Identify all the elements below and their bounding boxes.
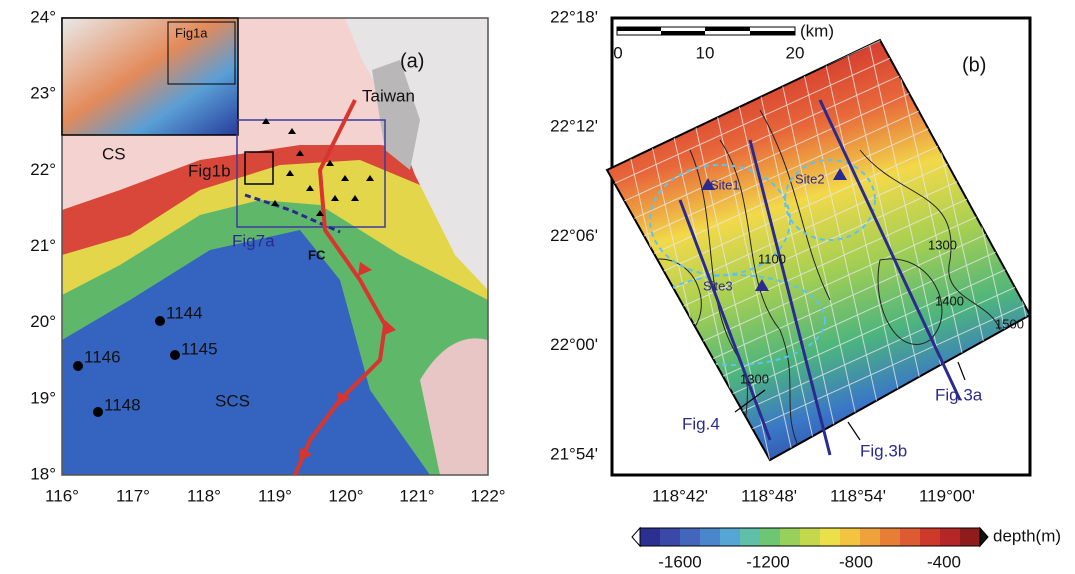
colorbar-cell [960,528,981,546]
scale-label: 20 [786,43,805,62]
colorbar-cell [880,528,901,546]
colorbar-cell [860,528,881,546]
y-tick-label: 20° [30,312,56,331]
site-label: 1148 [104,395,141,414]
y-tick-label: 22°18' [550,7,598,26]
inset-map [62,18,238,135]
y-tick-label: 22°06' [550,226,598,245]
x-tick-label: 117° [116,486,150,505]
colorbar-cell [940,528,961,546]
x-tick-label: 118°42' [652,486,708,505]
panel-label: (a) [400,50,424,72]
box-label: Fig1b [188,161,231,180]
colorbar: -1600 -1200 -800 -400 [632,528,988,571]
contour-label: 1300 [928,237,957,252]
line-label: Fig.4 [682,414,720,433]
colorbar-tick-label: -1200 [746,552,789,571]
x-tick-label: 118°48' [741,486,797,505]
colorbar-cell [720,528,741,546]
x-tick-label: 116° [45,486,79,505]
colorbar-cell [920,528,941,546]
y-tick-label: 22°00' [550,335,598,354]
colorbar-cell [800,528,821,546]
x-tick-label: 119°00' [919,486,975,505]
x-tick-label: 120° [328,486,363,505]
y-tick-label: 22°12' [550,117,598,136]
y-tick-label: 21°54' [550,444,598,463]
scale-unit: (km) [800,21,834,40]
x-tick-label: 119° [258,486,292,505]
site-label: 1145 [181,339,218,358]
site-label: 1144 [166,303,203,322]
box-label: Fig1a [175,25,208,40]
line-label: Fig.3a [935,385,983,404]
figure: (a) Taiwan CS SCS FC Fig1a Fig1b Fig7a 1… [0,0,1075,574]
scale-bar [617,27,795,35]
colorbar-cell [740,528,761,546]
colorbar-cell [760,528,781,546]
site-label: 1146 [84,347,121,366]
contour-label: 1400 [935,293,964,308]
y-tick-label: 18° [30,464,56,483]
contour-label: 1300 [740,371,769,386]
y-tick-label: 23° [30,84,56,103]
colorbar-cell [820,528,841,546]
place-label: FC [308,247,326,262]
contour-label: 1100 [758,251,786,266]
y-tick-label: 24° [30,7,56,26]
x-tick-label: 121° [399,486,434,505]
colorbar-cell [780,528,801,546]
grid-line [1056,20,1075,470]
colorbar-cell [900,528,921,546]
place-label: SCS [215,391,250,410]
colorbar-cell [700,528,721,546]
box-label: Fig7a [232,231,275,250]
x-tick-label: 122° [470,486,505,505]
site-label: Site3 [703,278,733,293]
site-label: Site1 [710,177,740,192]
colorbar-end [980,528,988,546]
x-tick-label: 118°54' [830,486,886,505]
colorbar-cell [660,528,681,546]
colorbar-tick-label: -400 [927,552,961,571]
contour-label: 1500 [995,316,1024,331]
scale-label: 10 [696,43,715,62]
panel-label: (b) [962,54,986,76]
y-tick-label: 21° [30,236,56,255]
y-tick-label: 19° [30,388,56,407]
place-label: CS [102,144,126,163]
site-label: Site2 [795,171,825,186]
line-label: Fig.3b [860,441,907,460]
colorbar-tick-label: -800 [839,552,873,571]
place-label: Taiwan [362,86,415,105]
colorbar-cell [640,528,661,546]
colorbar-cell [680,528,701,546]
colorbar-title: depth(m) [993,526,1061,545]
x-tick-label: 118° [187,486,221,505]
colorbar-end [632,528,640,546]
grid-line [1032,20,1075,470]
y-tick-label: 22° [30,160,56,179]
scale-label: 0 [613,43,622,62]
colorbar-cell [840,528,861,546]
colorbar-tick-label: -1600 [658,552,701,571]
